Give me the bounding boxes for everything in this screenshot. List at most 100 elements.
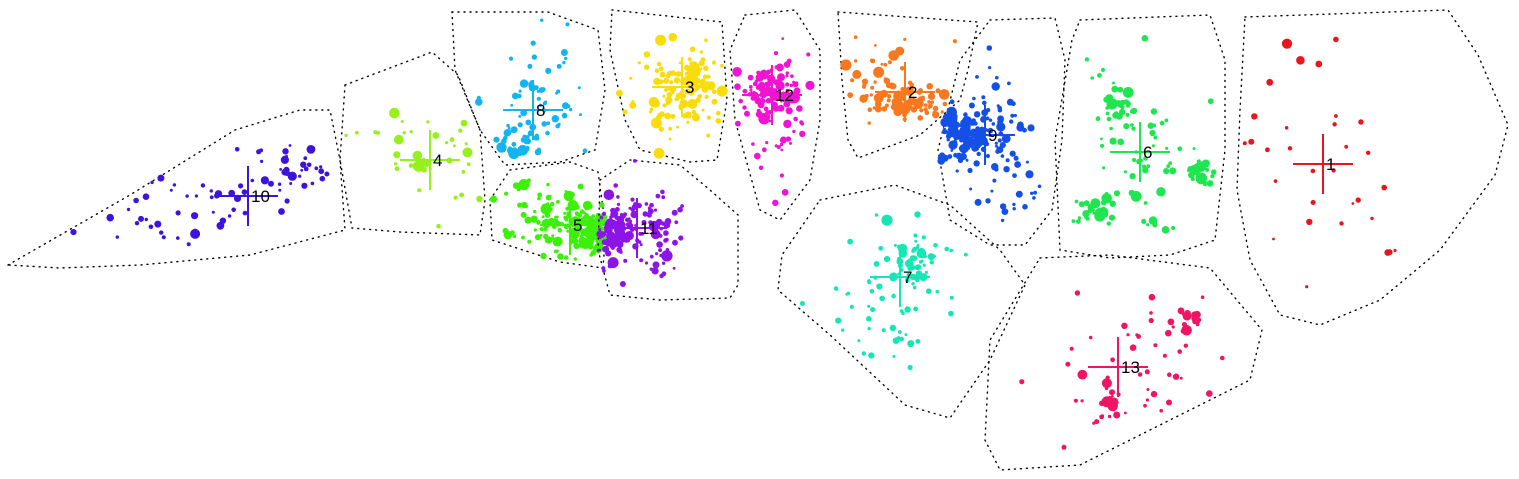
- data-point: [663, 221, 671, 229]
- cluster-12-label: 12: [775, 86, 794, 105]
- data-point: [172, 183, 177, 187]
- data-point: [662, 103, 667, 108]
- data-point: [200, 183, 206, 188]
- data-point: [664, 255, 670, 261]
- data-point: [1100, 143, 1105, 148]
- data-point: [1005, 158, 1010, 163]
- data-point: [506, 123, 510, 128]
- cluster-2[interactable]: 2: [837, 11, 979, 159]
- data-point: [436, 223, 441, 229]
- data-point: [1130, 123, 1134, 127]
- data-point: [779, 136, 787, 144]
- data-point: [1037, 184, 1042, 189]
- data-point: [1193, 163, 1200, 170]
- cluster-8-centroid-cross: [503, 80, 563, 140]
- data-point: [1090, 76, 1094, 80]
- data-point: [715, 118, 722, 124]
- data-point: [732, 67, 742, 77]
- data-point: [175, 210, 181, 216]
- data-point: [545, 130, 550, 136]
- cluster-13[interactable]: 13: [984, 254, 1263, 471]
- data-point: [889, 324, 897, 332]
- data-point: [191, 212, 199, 220]
- data-point: [445, 141, 449, 145]
- data-point: [663, 230, 669, 236]
- data-point: [562, 60, 566, 65]
- data-point: [756, 77, 760, 81]
- data-point: [641, 219, 647, 226]
- cluster-4[interactable]: 4: [339, 51, 486, 236]
- data-point: [761, 98, 766, 104]
- data-point: [891, 98, 899, 106]
- cluster-1[interactable]: 1: [1236, 9, 1509, 326]
- data-point: [1112, 81, 1115, 85]
- data-point: [867, 121, 871, 125]
- data-point: [672, 266, 676, 270]
- data-point: [1197, 159, 1201, 163]
- data-point: [986, 45, 993, 51]
- cluster-8[interactable]: 8: [451, 11, 606, 166]
- data-point: [846, 291, 851, 296]
- data-point: [536, 89, 541, 93]
- data-point: [1129, 344, 1137, 352]
- data-point: [883, 62, 888, 67]
- cluster-11[interactable]: 11: [596, 159, 739, 301]
- data-point: [666, 92, 673, 98]
- data-point: [868, 352, 875, 359]
- data-point: [1074, 290, 1081, 296]
- cluster-12-hull: [729, 9, 821, 221]
- data-point: [1107, 396, 1113, 401]
- data-point: [668, 32, 677, 42]
- data-point: [426, 120, 430, 124]
- data-point: [1148, 317, 1154, 324]
- data-point: [1205, 167, 1210, 172]
- data-point: [186, 242, 191, 247]
- data-point: [375, 130, 380, 135]
- cluster-3[interactable]: 3: [609, 9, 728, 163]
- data-point: [598, 228, 602, 232]
- data-point: [949, 248, 953, 253]
- data-point: [644, 202, 649, 206]
- cluster-12[interactable]: 12: [729, 9, 821, 221]
- data-point: [1191, 176, 1194, 179]
- data-point: [1156, 187, 1166, 197]
- data-point: [1126, 333, 1130, 337]
- data-point: [1370, 216, 1374, 221]
- data-point: [790, 74, 794, 78]
- cluster-7[interactable]: 7: [777, 184, 1026, 419]
- data-point: [539, 233, 543, 237]
- data-point: [579, 113, 582, 117]
- data-point: [303, 166, 309, 172]
- data-point: [759, 69, 769, 80]
- data-point: [953, 142, 958, 147]
- data-point: [1025, 160, 1029, 164]
- data-point: [1172, 373, 1180, 380]
- data-point: [1078, 201, 1085, 208]
- data-point: [965, 158, 969, 162]
- data-point: [1119, 99, 1126, 106]
- data-point: [975, 75, 979, 79]
- data-point: [589, 217, 595, 223]
- data-point: [1003, 166, 1010, 173]
- data-point: [974, 198, 982, 206]
- data-point: [957, 123, 961, 127]
- data-point: [581, 239, 586, 244]
- data-point: [517, 122, 523, 128]
- data-point: [991, 82, 1000, 91]
- data-point: [1027, 124, 1035, 132]
- cluster-5[interactable]: 5: [489, 161, 609, 269]
- data-point: [668, 126, 673, 131]
- data-point: [850, 78, 855, 83]
- cluster-10[interactable]: 10: [5, 109, 346, 269]
- data-point: [1167, 372, 1172, 378]
- data-point: [676, 71, 682, 77]
- data-point: [527, 239, 532, 244]
- data-point: [602, 211, 606, 216]
- cluster-9[interactable]: 9: [937, 17, 1066, 246]
- data-point: [742, 105, 747, 110]
- data-point: [528, 130, 533, 136]
- data-point: [282, 148, 289, 155]
- cluster-6[interactable]: 6: [1054, 14, 1226, 259]
- data-point: [900, 87, 905, 92]
- data-point: [1106, 221, 1112, 226]
